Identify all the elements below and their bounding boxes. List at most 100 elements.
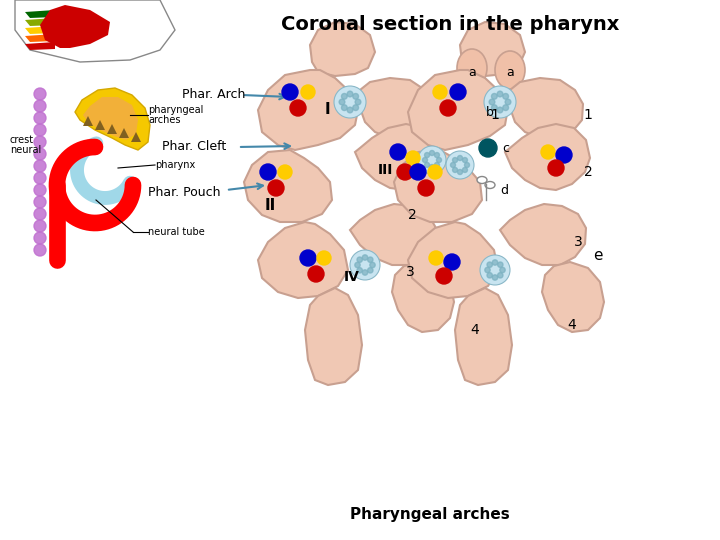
Circle shape: [498, 273, 503, 278]
Circle shape: [362, 270, 368, 275]
Circle shape: [503, 93, 508, 99]
Circle shape: [462, 167, 467, 172]
Polygon shape: [408, 222, 498, 298]
Circle shape: [34, 148, 46, 160]
Circle shape: [282, 84, 298, 100]
Polygon shape: [25, 18, 55, 26]
Text: neural tube: neural tube: [148, 227, 204, 237]
Circle shape: [418, 146, 446, 174]
Ellipse shape: [457, 49, 487, 87]
Circle shape: [548, 160, 564, 176]
Circle shape: [434, 163, 439, 167]
Circle shape: [339, 99, 345, 105]
Circle shape: [492, 105, 498, 111]
Circle shape: [301, 85, 315, 99]
Circle shape: [260, 164, 276, 180]
Ellipse shape: [485, 181, 495, 188]
Polygon shape: [15, 0, 175, 62]
Text: Pharyngeal arches: Pharyngeal arches: [350, 507, 510, 522]
Circle shape: [556, 147, 572, 163]
Polygon shape: [107, 124, 117, 134]
Polygon shape: [500, 204, 586, 265]
Text: a: a: [468, 65, 476, 78]
Polygon shape: [542, 262, 604, 332]
Circle shape: [429, 251, 443, 265]
Text: 2: 2: [408, 208, 416, 222]
Polygon shape: [131, 132, 141, 142]
Circle shape: [428, 165, 442, 179]
Circle shape: [353, 105, 359, 111]
Circle shape: [453, 167, 458, 172]
Polygon shape: [394, 150, 482, 222]
Circle shape: [484, 86, 516, 118]
Circle shape: [410, 164, 426, 180]
Text: III: III: [377, 163, 392, 177]
Polygon shape: [392, 262, 454, 332]
Circle shape: [347, 107, 353, 113]
Polygon shape: [40, 5, 110, 48]
Circle shape: [370, 262, 375, 268]
Text: IV: IV: [344, 270, 360, 284]
Circle shape: [436, 268, 452, 284]
Circle shape: [34, 136, 46, 148]
Text: I: I: [324, 103, 330, 118]
Ellipse shape: [478, 96, 502, 124]
Circle shape: [453, 158, 458, 163]
Polygon shape: [358, 78, 433, 138]
Text: c: c: [502, 141, 509, 154]
Circle shape: [357, 268, 362, 273]
Polygon shape: [95, 120, 105, 130]
Circle shape: [368, 257, 373, 262]
Circle shape: [418, 180, 434, 196]
Circle shape: [436, 158, 441, 163]
Polygon shape: [25, 34, 55, 42]
Circle shape: [487, 273, 492, 278]
Text: arches: arches: [148, 115, 181, 125]
Circle shape: [480, 255, 510, 285]
Polygon shape: [25, 26, 55, 34]
Circle shape: [498, 262, 503, 267]
Circle shape: [34, 100, 46, 112]
Text: 2: 2: [584, 165, 593, 179]
Circle shape: [497, 107, 503, 113]
Circle shape: [497, 91, 503, 97]
Polygon shape: [119, 128, 129, 138]
Circle shape: [457, 170, 462, 174]
Circle shape: [429, 165, 435, 170]
Polygon shape: [25, 42, 55, 50]
Circle shape: [268, 180, 284, 196]
Circle shape: [357, 257, 362, 262]
Polygon shape: [355, 124, 440, 190]
Circle shape: [34, 244, 46, 256]
Circle shape: [355, 99, 361, 105]
Polygon shape: [505, 124, 590, 190]
Polygon shape: [75, 88, 150, 150]
Circle shape: [347, 91, 353, 97]
Circle shape: [355, 262, 360, 268]
Circle shape: [34, 172, 46, 184]
Circle shape: [434, 152, 439, 158]
Circle shape: [34, 184, 46, 196]
Ellipse shape: [495, 51, 525, 89]
Circle shape: [290, 100, 306, 116]
Circle shape: [34, 232, 46, 244]
Text: Coronal section in the pharynx: Coronal section in the pharynx: [281, 15, 619, 34]
Polygon shape: [310, 22, 375, 76]
Circle shape: [34, 124, 46, 136]
Text: pharynx: pharynx: [155, 160, 195, 170]
Text: crest: crest: [10, 135, 34, 145]
Text: 3: 3: [405, 265, 415, 279]
Circle shape: [492, 275, 498, 280]
Polygon shape: [244, 150, 332, 222]
Circle shape: [34, 160, 46, 172]
Polygon shape: [258, 70, 358, 150]
Circle shape: [429, 151, 435, 156]
Circle shape: [34, 112, 46, 124]
Circle shape: [334, 86, 366, 118]
Circle shape: [444, 254, 460, 270]
Circle shape: [492, 260, 498, 265]
Text: Phar. Pouch: Phar. Pouch: [148, 186, 220, 199]
Circle shape: [341, 93, 347, 99]
Text: pharyngeal: pharyngeal: [148, 105, 203, 115]
Circle shape: [541, 145, 555, 159]
